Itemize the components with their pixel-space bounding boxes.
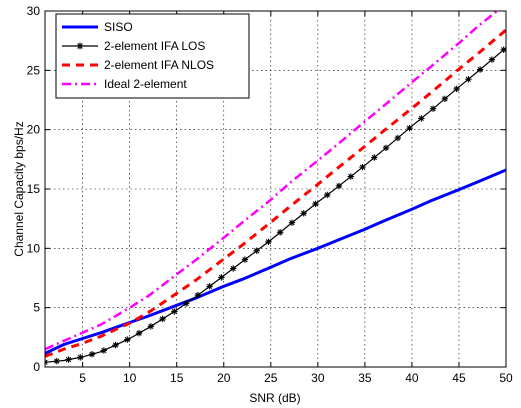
x-tick-label: 35 bbox=[358, 371, 372, 385]
series-marker bbox=[382, 144, 390, 152]
y-tick-label: 20 bbox=[27, 123, 41, 137]
series-marker bbox=[253, 247, 260, 254]
x-tick-label: 45 bbox=[452, 371, 466, 385]
series-marker bbox=[171, 308, 178, 315]
y-tick-label: 5 bbox=[33, 301, 40, 315]
x-tick-label: 10 bbox=[123, 371, 137, 385]
series-marker bbox=[159, 315, 166, 323]
series-marker bbox=[241, 256, 249, 263]
series-marker bbox=[135, 329, 143, 337]
series-line-0 bbox=[45, 168, 506, 355]
series-marker bbox=[453, 85, 460, 93]
series-marker bbox=[476, 66, 484, 73]
series-marker bbox=[100, 347, 108, 354]
series-marker bbox=[65, 356, 72, 363]
series-marker bbox=[53, 357, 60, 365]
series-marker bbox=[277, 229, 284, 236]
series-marker bbox=[112, 341, 119, 349]
series-marker bbox=[429, 105, 437, 112]
legend-label: Ideal 2-element bbox=[104, 77, 187, 91]
series-line-3 bbox=[45, 11, 500, 351]
series-marker bbox=[218, 274, 225, 281]
series-marker bbox=[312, 200, 319, 208]
legend-label: 2-element IFA NLOS bbox=[104, 58, 214, 72]
series-marker bbox=[229, 265, 237, 272]
y-tick-label: 10 bbox=[27, 241, 41, 255]
series-group bbox=[45, 11, 506, 366]
y-tick-label: 15 bbox=[27, 182, 41, 196]
axis-ticks: 5 10 15 20 25 30 35 40 45 50 0 5 10 15 20 25 30 bbox=[27, 4, 513, 385]
series-marker bbox=[77, 354, 84, 361]
series-marker bbox=[359, 163, 366, 171]
series-marker bbox=[182, 300, 190, 307]
series-marker bbox=[347, 173, 354, 180]
x-tick-label: 20 bbox=[217, 371, 231, 385]
series-marker bbox=[88, 351, 96, 358]
series-marker bbox=[194, 292, 202, 299]
series-marker bbox=[147, 323, 155, 330]
series-marker bbox=[371, 154, 378, 161]
series-marker bbox=[335, 182, 343, 190]
series-marker bbox=[441, 95, 449, 103]
x-axis-label: SNR (dB) bbox=[249, 391, 300, 405]
series-marker bbox=[418, 115, 425, 122]
legend-label: SISO bbox=[104, 20, 133, 34]
x-tick-label: 40 bbox=[405, 371, 419, 385]
series-marker bbox=[288, 219, 296, 226]
series-marker bbox=[406, 124, 413, 132]
y-tick-label: 25 bbox=[27, 63, 41, 77]
series-marker bbox=[206, 283, 213, 290]
x-tick-label: 25 bbox=[264, 371, 278, 385]
y-tick-label: 0 bbox=[33, 360, 40, 374]
legend-label: 2-element IFA LOS bbox=[104, 39, 205, 53]
legend: SISO 2-element IFA LOS 2-element IFA NLOS I… bbox=[55, 13, 250, 99]
series-line-2 bbox=[45, 28, 506, 358]
y-tick-label: 30 bbox=[27, 4, 41, 18]
series-marker bbox=[324, 191, 331, 199]
series-marker bbox=[265, 238, 272, 246]
y-axis-label: Channel Capacity bps/Hz bbox=[12, 121, 26, 256]
series-marker bbox=[394, 134, 402, 142]
series-marker bbox=[45, 359, 49, 366]
x-tick-label: 50 bbox=[499, 371, 513, 385]
series-marker bbox=[465, 76, 472, 83]
series-marker bbox=[488, 56, 496, 63]
legend-marker bbox=[76, 42, 84, 50]
x-tick-label: 15 bbox=[170, 371, 184, 385]
series-marker bbox=[300, 210, 307, 217]
x-tick-label: 5 bbox=[79, 371, 86, 385]
series-marker bbox=[124, 336, 131, 343]
x-tick-label: 30 bbox=[311, 371, 325, 385]
